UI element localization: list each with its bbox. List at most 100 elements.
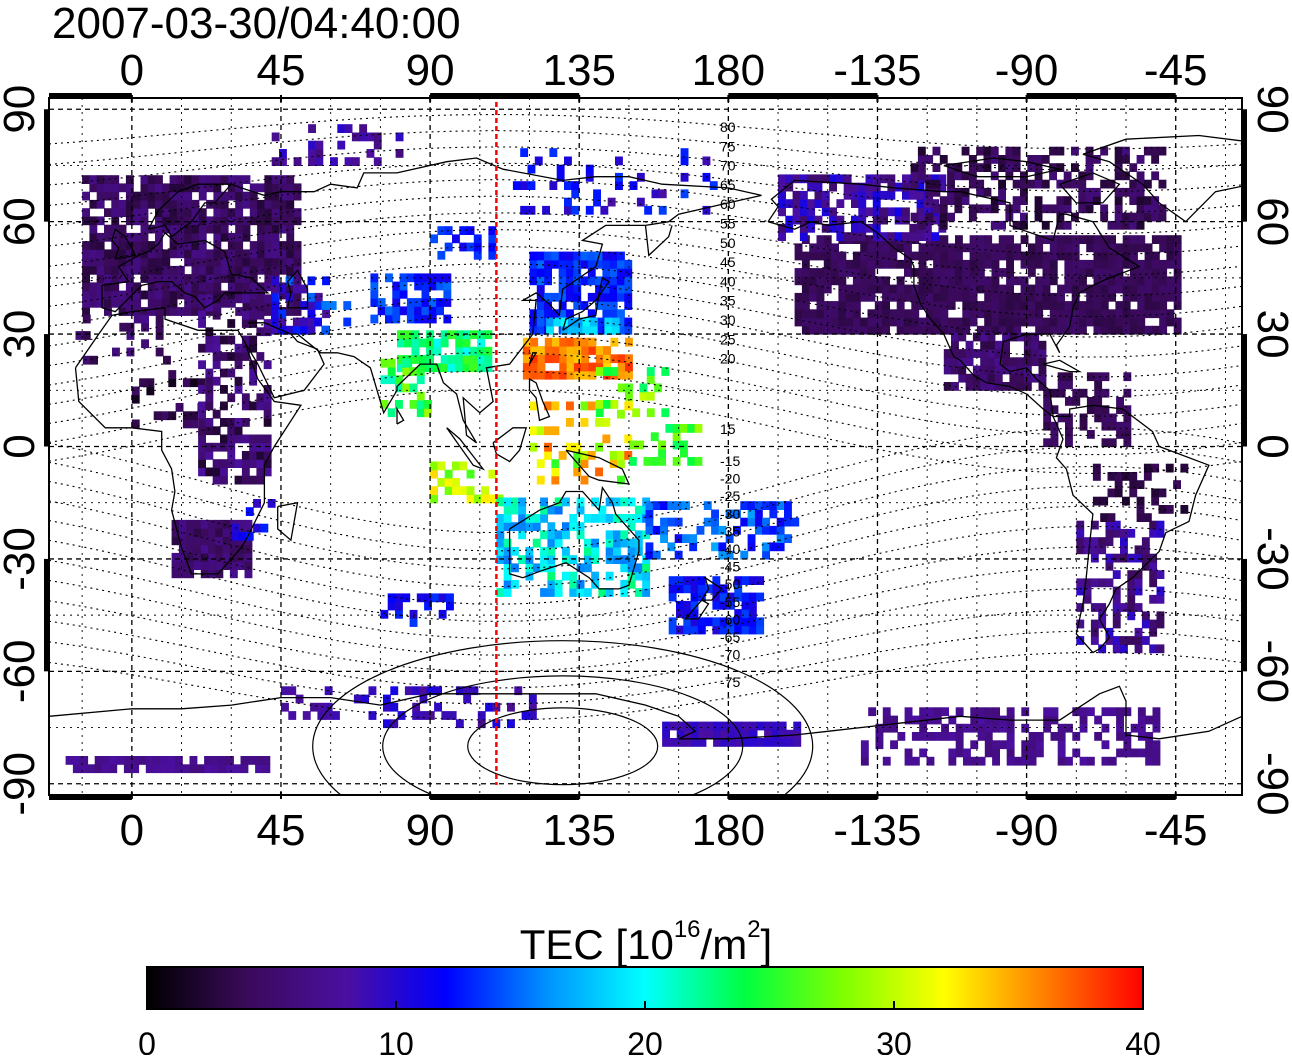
tec-cell	[176, 274, 185, 283]
tec-cell	[1012, 163, 1021, 172]
tec-cell	[931, 174, 940, 184]
tec-cell	[1158, 505, 1167, 514]
tec-cell	[1127, 578, 1136, 588]
tec-cell	[573, 251, 582, 261]
tec-cell	[293, 307, 302, 316]
tec-cell	[249, 310, 258, 320]
tec-cell	[749, 729, 758, 739]
tec-cell	[831, 309, 839, 319]
tec-cell	[852, 251, 861, 261]
tec-cell	[762, 525, 770, 535]
tec-cell	[829, 215, 837, 225]
tec-cell	[1028, 756, 1037, 766]
tec-cell	[1158, 204, 1167, 214]
tec-cell	[955, 748, 964, 758]
tec-cell	[559, 370, 568, 380]
frame-band	[430, 93, 580, 97]
tec-cell	[831, 301, 839, 310]
tec-cell	[111, 216, 120, 226]
tec-cell	[409, 609, 418, 619]
tec-cell	[1122, 243, 1131, 253]
tec-cell	[1072, 748, 1081, 758]
tec-cell	[139, 378, 147, 388]
tec-cell	[778, 729, 787, 739]
tec-cell	[459, 226, 468, 235]
tec-cell	[734, 625, 743, 635]
tec-cell	[220, 298, 229, 308]
tec-cell	[421, 314, 430, 324]
contour-label: -50	[720, 576, 740, 592]
tec-cell	[176, 232, 185, 242]
tec-cell	[256, 352, 265, 361]
tec-cell	[1141, 545, 1150, 555]
tec-cell	[426, 711, 435, 720]
tec-cell	[191, 274, 200, 283]
tec-cell	[481, 486, 489, 495]
tec-cell	[955, 707, 964, 717]
tec-cell	[455, 346, 464, 356]
tec-cell	[249, 265, 258, 275]
tec-cell	[1120, 553, 1128, 563]
tec-cell	[1006, 707, 1015, 717]
tec-cell	[176, 290, 185, 300]
tec-cell	[1094, 405, 1103, 415]
tec-cell	[118, 274, 127, 283]
tec-cell	[344, 124, 353, 133]
tec-cell	[816, 309, 825, 319]
contour-label: 30	[720, 312, 736, 328]
tec-cell	[163, 355, 171, 365]
tec-cell	[293, 183, 302, 193]
tec-cell	[104, 265, 112, 275]
tec-cell	[1085, 171, 1094, 181]
tec-cell	[1027, 243, 1036, 253]
tec-cell	[697, 576, 706, 585]
tec-cell	[477, 338, 486, 348]
tec-cell	[690, 600, 699, 610]
tec-cell	[874, 276, 883, 286]
contour-label: 50	[720, 235, 736, 251]
right-latitude-label: 60	[1248, 197, 1292, 246]
bottom-longitude-label: -90	[995, 806, 1059, 855]
tec-cell	[697, 617, 706, 627]
tec-cell	[713, 729, 721, 739]
tec-cell	[1120, 644, 1128, 654]
geomagnetic-contour	[49, 146, 1242, 192]
tec-cell	[109, 756, 118, 765]
tec-cell	[1136, 179, 1145, 189]
tec-cell	[133, 290, 142, 300]
tec-cell	[939, 196, 948, 205]
south-america-coast	[1052, 416, 1210, 654]
tec-cell	[1012, 196, 1021, 205]
tec-cell	[205, 426, 214, 436]
tec-cell	[793, 738, 802, 747]
tec-cell	[615, 181, 623, 190]
tec-cell	[809, 309, 818, 319]
tec-cell	[610, 367, 619, 376]
tec-cell	[111, 298, 120, 308]
tec-cell	[1056, 220, 1065, 230]
tec-cell	[263, 385, 272, 394]
tec-cell	[227, 274, 236, 283]
tec-cell	[522, 362, 531, 372]
tec-cell	[366, 149, 375, 158]
tec-cell	[580, 418, 589, 427]
tec-cell	[1086, 301, 1095, 310]
tec-cell	[1013, 276, 1022, 286]
tec-cell	[962, 259, 971, 269]
tec-cell	[133, 208, 142, 217]
tec-cell	[740, 550, 749, 560]
tec-cell	[373, 132, 382, 142]
tec-cell	[1108, 251, 1116, 261]
tec-cell	[968, 163, 977, 172]
tec-cell	[1123, 421, 1132, 431]
tec-cell	[385, 273, 393, 283]
tec-cell	[234, 459, 243, 468]
tec-cell	[119, 322, 128, 332]
tec-cell	[617, 259, 625, 269]
tec-cell	[874, 325, 883, 335]
tec-cell	[244, 552, 253, 562]
tec-cell	[1108, 325, 1116, 335]
tec-cell	[910, 163, 919, 172]
tec-cell	[370, 314, 379, 324]
tec-cell	[96, 199, 105, 209]
